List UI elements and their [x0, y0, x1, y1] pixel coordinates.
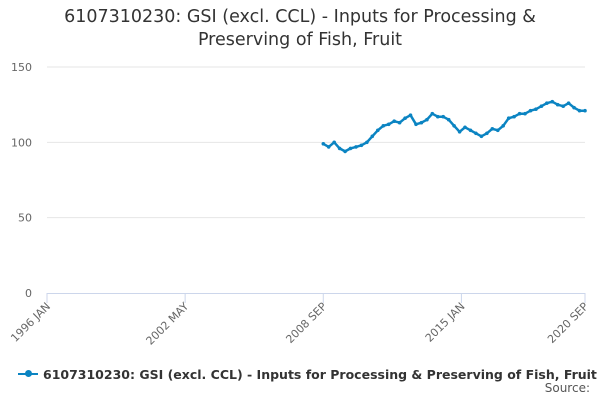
- data-point: [485, 131, 489, 136]
- data-point: [457, 130, 462, 134]
- data-point: [381, 124, 386, 128]
- data-point: [528, 108, 533, 113]
- data-point: [348, 146, 353, 151]
- data-point: [561, 104, 565, 108]
- data-point: [523, 111, 527, 116]
- data-point: [555, 102, 560, 107]
- data-point: [436, 114, 440, 119]
- data-point: [501, 124, 506, 128]
- y-tick-label: 0: [25, 287, 32, 300]
- y-tick-label: 100: [11, 136, 32, 149]
- chart-title-line-1: 6107310230: GSI (excl. CCL) - Inputs for…: [64, 7, 536, 27]
- x-tick-label: 2008 SEP: [283, 300, 329, 346]
- y-axis-labels: 0 50 100 150: [11, 61, 32, 300]
- data-point: [545, 101, 549, 105]
- data-point: [425, 117, 429, 122]
- data-point: [326, 145, 331, 149]
- data-point: [337, 146, 342, 151]
- series-group: [321, 99, 587, 154]
- y-tick-label: 150: [11, 61, 32, 74]
- data-point: [386, 122, 391, 127]
- data-point: [354, 145, 358, 149]
- data-point: [446, 117, 451, 122]
- legend[interactable]: 6107310230: GSI (excl. CCL) - Inputs for…: [18, 364, 597, 384]
- grid-lines: [47, 66, 585, 219]
- data-point: [397, 120, 402, 125]
- data-point: [474, 131, 478, 136]
- data-point: [392, 119, 397, 123]
- x-tick-label: 1996 JAN: [8, 300, 53, 345]
- data-point: [512, 114, 516, 119]
- data-point: [490, 127, 495, 131]
- data-point: [370, 134, 375, 139]
- data-point: [408, 113, 413, 117]
- data-point: [441, 114, 446, 119]
- data-point: [517, 111, 522, 116]
- data-point: [479, 134, 484, 139]
- data-point: [321, 142, 326, 146]
- legend-series-marker: [18, 366, 38, 382]
- data-point: [419, 120, 424, 125]
- data-point: [376, 128, 380, 133]
- data-point: [496, 128, 500, 133]
- data-point: [463, 125, 467, 130]
- data-point: [577, 108, 582, 113]
- x-axis: 1996 JAN 2002 MAY 2008 SEP 2015 JAN 2020 SEP: [8, 293, 591, 348]
- source-credit[interactable]: Source:: [544, 381, 590, 395]
- data-point: [452, 124, 456, 128]
- data-point: [365, 140, 369, 145]
- x-tick-label: 2015 JAN: [423, 300, 468, 345]
- x-tick-label: 2002 MAY: [144, 300, 192, 348]
- data-point: [343, 149, 347, 154]
- data-point: [506, 116, 511, 120]
- x-tick-label: 2020 SEP: [545, 300, 591, 346]
- data-point: [414, 122, 418, 127]
- legend-series-label: 6107310230: GSI (excl. CCL) - Inputs for…: [43, 366, 597, 382]
- data-point: [566, 101, 571, 105]
- data-point: [550, 99, 555, 104]
- chart-title: 6107310230: GSI (excl. CCL) - Inputs for…: [0, 6, 600, 52]
- data-point: [534, 107, 538, 111]
- data-point: [572, 105, 576, 110]
- chart-title-line-2: Preserving of Fish, Fruit: [197, 30, 403, 50]
- data-point: [468, 128, 473, 133]
- data-point: [332, 140, 337, 145]
- data-point: [539, 104, 544, 108]
- data-point: [430, 111, 435, 116]
- y-tick-label: 50: [18, 212, 32, 225]
- data-point: [359, 143, 364, 148]
- data-point: [403, 116, 407, 120]
- data-point: [583, 108, 587, 113]
